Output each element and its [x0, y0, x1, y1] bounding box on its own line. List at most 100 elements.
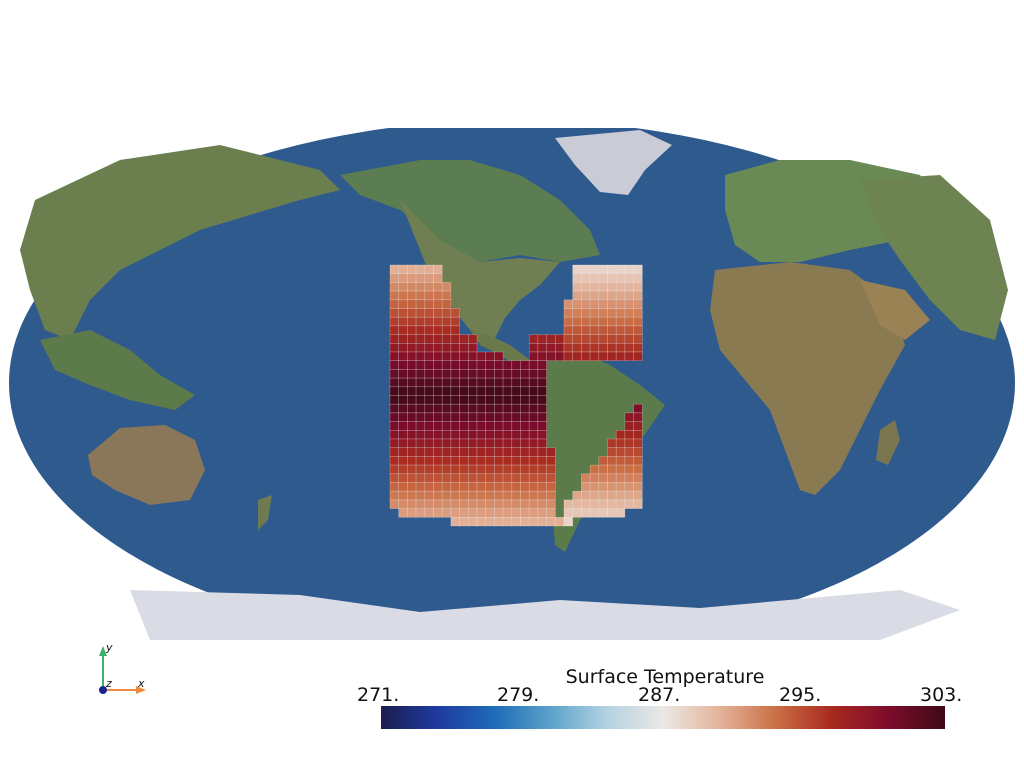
temperature-cell — [494, 456, 504, 466]
temperature-cell — [589, 351, 600, 361]
temperature-cell — [528, 351, 539, 361]
temperature-cell — [546, 334, 556, 344]
temperature-cell — [407, 377, 417, 388]
temperature-cell — [502, 508, 513, 518]
temperature-cell — [511, 421, 521, 431]
temperature-cell — [633, 421, 643, 431]
temperature-cell — [494, 499, 504, 509]
temperature-cell — [607, 456, 617, 466]
temperature-cell — [450, 464, 460, 475]
temperature-cell — [415, 299, 426, 309]
temperature-cell — [389, 369, 399, 379]
temperature-cell — [450, 351, 460, 361]
temperature-cell — [398, 386, 408, 396]
temperature-cell — [459, 377, 469, 388]
temperature-cell — [441, 316, 452, 327]
temperature-cell — [407, 447, 417, 457]
temperature-cell — [520, 403, 530, 414]
temperature-cell — [407, 490, 417, 501]
temperature-cell — [598, 290, 608, 301]
temperature-cell — [537, 464, 547, 475]
temperature-cell — [520, 516, 530, 527]
temperature-cell — [398, 342, 408, 353]
temperature-cell — [407, 482, 417, 492]
temperature-cell — [563, 342, 573, 353]
temperature-cell — [528, 369, 539, 379]
temperature-cell — [450, 508, 460, 518]
temperature-cell — [415, 447, 426, 457]
temperature-cell — [459, 421, 469, 431]
temperature-cell — [389, 351, 399, 361]
temperature-cell — [494, 438, 504, 448]
temperature-cell — [589, 299, 600, 309]
temperature-cell — [441, 282, 452, 292]
temperature-cell — [424, 482, 434, 492]
temperature-cell — [441, 386, 452, 396]
temperature-cell — [467, 412, 478, 422]
temperature-cell — [424, 412, 434, 422]
temperature-cell — [424, 456, 434, 466]
temperature-cell — [424, 308, 434, 318]
temperature-cell — [563, 351, 573, 361]
temperature-cell — [433, 386, 443, 396]
temperature-cell — [598, 473, 608, 483]
temperature-cell — [441, 473, 452, 483]
temperature-cell — [389, 499, 399, 509]
temperature-cell — [572, 325, 582, 335]
temperature-cell — [502, 429, 513, 440]
temperature-cell — [607, 447, 617, 457]
temperature-cell — [624, 490, 634, 501]
temperature-cell — [433, 438, 443, 448]
temperature-cell — [633, 342, 643, 353]
temperature-cell — [537, 351, 547, 361]
temperature-cell — [433, 421, 443, 431]
temperature-cell — [398, 264, 408, 274]
temperature-cell — [415, 429, 426, 440]
temperature-cell — [459, 490, 469, 501]
temperature-cell — [389, 377, 399, 388]
temperature-cell — [607, 316, 617, 327]
temperature-cell — [528, 508, 539, 518]
temperature-cell — [485, 473, 495, 483]
temperature-cell — [511, 473, 521, 483]
temperature-cell — [450, 377, 460, 388]
temperature-cell — [581, 473, 591, 483]
temperature-cell — [450, 429, 460, 440]
temperature-cell — [485, 377, 495, 388]
temperature-cell — [528, 334, 539, 344]
temperature-cell — [598, 342, 608, 353]
temperature-cell — [615, 429, 626, 440]
temperature-cell — [607, 290, 617, 301]
arabia-landmass — [860, 280, 930, 340]
temperature-cell — [476, 516, 486, 527]
temperature-cell — [502, 403, 513, 414]
temperature-cell — [398, 325, 408, 335]
temperature-cell — [581, 264, 591, 274]
temperature-cell — [459, 395, 469, 405]
temperature-cell — [624, 282, 634, 292]
temperature-cell — [502, 464, 513, 475]
temperature-cell — [546, 490, 556, 501]
temperature-cell — [476, 351, 486, 361]
temperature-cell — [467, 447, 478, 457]
temperature-cell — [485, 369, 495, 379]
temperature-cell — [407, 264, 417, 274]
temperature-cell — [415, 456, 426, 466]
temperature-cell — [433, 360, 443, 370]
temperature-cell — [467, 456, 478, 466]
temperature-cell — [615, 438, 626, 448]
temperature-cell — [607, 273, 617, 283]
temperature-cell — [520, 438, 530, 448]
temperature-cell — [389, 386, 399, 396]
temperature-cell — [615, 499, 626, 509]
africa-landmass — [710, 262, 905, 495]
temperature-cell — [398, 290, 408, 301]
temperature-cell — [502, 490, 513, 501]
temperature-cell — [415, 499, 426, 509]
temperature-cell — [563, 508, 573, 518]
temperature-cell — [572, 264, 582, 274]
temperature-cell — [572, 273, 582, 283]
temperature-cell — [467, 499, 478, 509]
temperature-cell — [459, 438, 469, 448]
